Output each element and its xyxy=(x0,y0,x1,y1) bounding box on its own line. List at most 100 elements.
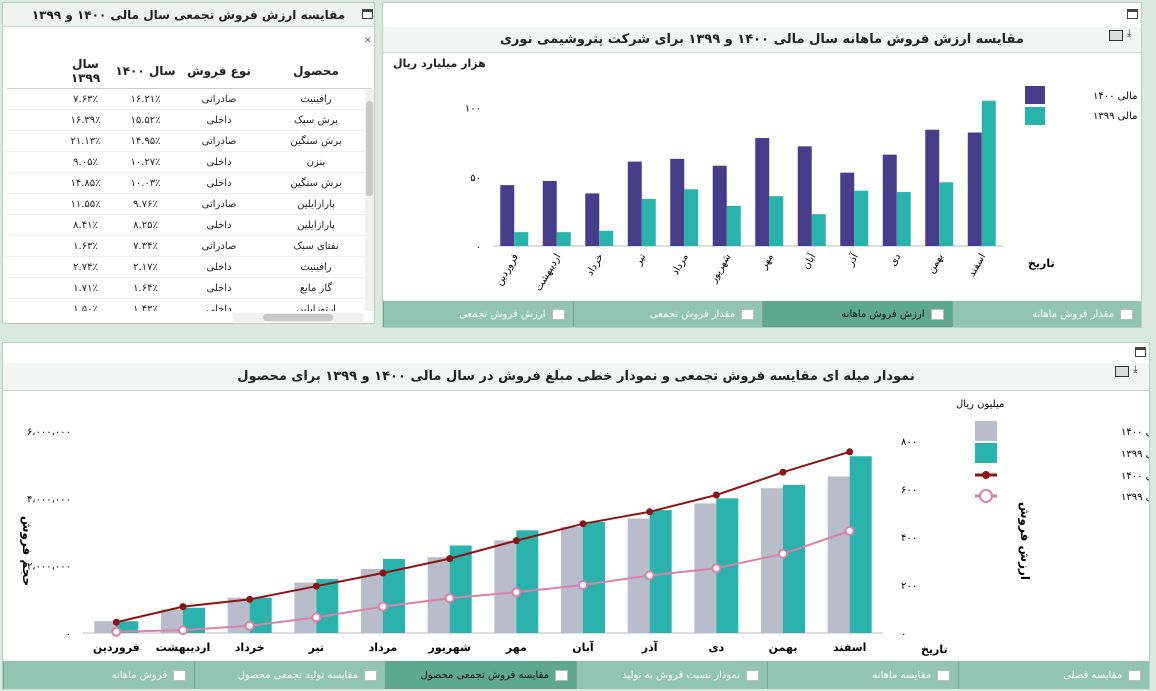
unit-label: هزار میلیارد ریال xyxy=(393,57,486,70)
line-value-1400 xyxy=(116,450,850,624)
cumulative-chart: ۰ ۲،۰۰۰،۰۰۰ ۴،۰۰۰،۰۰۰ ۶،۰۰۰،۰۰۰ ۰ ۲۰۰ ۴۰۰ ۶۰۰ ۸۰… xyxy=(19,399,1149,656)
bar-1399 xyxy=(854,190,869,246)
table-row[interactable]: بنزن داخلی ۱۰.۲۷٪ ۹.۰۵٪ xyxy=(7,152,372,173)
table-row[interactable]: نفتای سبک صادراتی ۷.۳۴٪ ۱.۶۳٪ xyxy=(7,236,372,257)
col-header-1400[interactable]: سال ۱۴۰۰ xyxy=(115,63,176,78)
line-chart-icon xyxy=(741,308,754,320)
grid-icon xyxy=(1128,669,1141,681)
tab-monthly-quantity[interactable]: مقدار فروش ماهانه xyxy=(951,301,1141,327)
cell-1400: ۱۵.۵۲٪ xyxy=(130,114,161,126)
point-value-1399 xyxy=(511,587,522,598)
cell-1399: ۲.۷۴٪ xyxy=(73,261,98,273)
point-value-1399 xyxy=(244,620,255,631)
tab-sales-production-ratio[interactable]: نمودار نسبت فروش به تولید xyxy=(576,661,767,689)
line-value-1399 xyxy=(116,530,850,633)
horizontal-scrollbar[interactable] xyxy=(233,313,363,322)
tab-seasonal-compare[interactable]: مقایسه فصلی xyxy=(958,661,1149,689)
point-value-1400 xyxy=(112,618,120,626)
col-header-1399[interactable]: سال ۱۳۹۹ xyxy=(70,56,101,85)
x-tick-label: تیر xyxy=(308,641,324,654)
cell-sale-type: صادراتی xyxy=(201,135,237,147)
right-y-tick-label: ۲۰۰ xyxy=(901,581,917,592)
tab-label: مقدار فروش ماهانه xyxy=(1032,308,1114,320)
table-row[interactable]: گاز مایع داخلی ۱.۶۴٪ ۱.۷۱٪ xyxy=(7,278,372,299)
point-value-1399 xyxy=(178,625,188,636)
point-value-1399 xyxy=(644,570,655,581)
table-row[interactable]: رافینیت صادراتی ۱۶.۲۱٪ ۷.۶۳٪ xyxy=(7,89,372,110)
x-tick-label: فروردین xyxy=(93,641,140,654)
cell-1399: ۹.۰۵٪ xyxy=(73,156,98,168)
tab-monthly-compare[interactable]: مقایسه ماهانه xyxy=(767,661,958,689)
bar-1400 xyxy=(755,138,770,246)
legend-swatch-1400 xyxy=(1025,86,1045,104)
tab-cumulative-value[interactable]: ارزش فروش تجمعی xyxy=(383,301,573,327)
maximize-icon[interactable] xyxy=(1127,9,1138,19)
vertical-scrollbar[interactable] xyxy=(365,89,374,311)
tab-monthly-value[interactable]: ارزش فروش ماهانه xyxy=(762,301,952,327)
bar-volume-1400 xyxy=(427,557,450,633)
y-tick-label: ۱۰۰ xyxy=(465,104,481,115)
cell-sale-type: صادراتی xyxy=(201,240,237,252)
x-tick-label: خرداد xyxy=(235,641,265,654)
bar-1399 xyxy=(811,214,826,246)
line-chart-icon xyxy=(173,669,186,681)
x-tick-label: آبان xyxy=(572,640,594,654)
cell-1399: ۸.۴۱٪ xyxy=(73,219,98,231)
bar-1400 xyxy=(840,172,855,246)
cell-1400: ۲.۱۷٪ xyxy=(133,261,158,273)
point-value-1399 xyxy=(311,612,322,623)
maximize-icon[interactable] xyxy=(362,9,373,19)
tab-cumulative-sales-compare[interactable]: مقایسه فروش تجمعی محصول xyxy=(385,661,576,689)
table-row[interactable]: پارازایلین صادراتی ۹.۷۶٪ ۱۱.۵۵٪ xyxy=(7,194,372,215)
point-value-1400 xyxy=(712,491,720,499)
legend-label-1400: سال مالی ۱۴۰۰ xyxy=(1093,91,1141,102)
tab-cumulative-quantity[interactable]: مقدار فروش تجمعی xyxy=(572,301,762,327)
bar-volume-1399 xyxy=(649,510,672,633)
x-tick-label: فروردین xyxy=(494,252,521,288)
col-header-product[interactable]: محصول xyxy=(293,63,339,78)
grid-icon xyxy=(937,669,950,681)
cell-product: برش سنگین xyxy=(290,135,342,147)
point-value-1400 xyxy=(846,448,854,456)
cell-1399: ۷.۶۳٪ xyxy=(73,93,98,105)
export-icon[interactable]: ⤓ xyxy=(1127,28,1132,39)
export-icon[interactable]: ⤓ xyxy=(1133,364,1138,375)
tab-monthly-sales[interactable]: فروش ماهانه xyxy=(3,661,194,689)
table-row[interactable]: ارتوزایلین داخلی ۱.۴۳٪ ۱.۵۰٪ xyxy=(7,299,372,312)
x-tick-label: آبان xyxy=(799,250,819,271)
close-filter-icon[interactable]: ✕ xyxy=(364,36,372,46)
point-value-1399 xyxy=(378,601,388,612)
cell-1399: ۱.۷۱٪ xyxy=(73,282,98,294)
table-row[interactable]: برش سبک داخلی ۱۵.۵۲٪ ۱۶.۳۹٪ xyxy=(7,110,372,131)
maximize-icon[interactable] xyxy=(1135,347,1146,357)
x-tick-label: شهریور xyxy=(428,641,471,654)
cell-sale-type: داخلی xyxy=(206,156,232,168)
bar-volume-1400 xyxy=(94,621,117,633)
col-header-sale-type[interactable]: نوع فروش xyxy=(187,63,251,78)
print-icon[interactable] xyxy=(1109,30,1123,41)
bar-chart-icon xyxy=(1120,308,1133,320)
point-value-1400 xyxy=(446,555,454,563)
cell-1399: ۱۴.۸۵٪ xyxy=(70,177,101,189)
bar-volume-1399 xyxy=(783,484,805,633)
table-row[interactable]: برش سنگین صادراتی ۱۴.۹۵٪ ۲۱.۱۳٪ xyxy=(7,131,372,152)
point-value-1399 xyxy=(844,526,855,536)
cell-product: بنزن xyxy=(306,156,326,168)
tab-label: مقدار فروش تجمعی xyxy=(649,308,735,320)
table-row[interactable]: برش سنگین داخلی ۱۰.۰۳٪ ۱۴.۸۵٪ xyxy=(7,173,372,194)
tab-cumulative-production-compare[interactable]: مقایسه تولید تجمعی محصول xyxy=(194,661,385,689)
print-icon[interactable] xyxy=(1115,366,1129,377)
cell-1400: ۱۶.۲۱٪ xyxy=(130,93,161,105)
tab-label: نمودار نسبت فروش به تولید xyxy=(622,669,740,681)
point-value-1399 xyxy=(111,626,122,637)
point-value-1399 xyxy=(444,593,455,604)
legend-marker-value-1400 xyxy=(982,471,990,479)
bar-volume-1400 xyxy=(694,503,717,633)
right-unit-label: میلیون ریال xyxy=(956,399,1004,410)
cell-product: ارتوزایلین xyxy=(296,303,336,312)
tab-label: ارزش فروش ماهانه xyxy=(841,308,925,320)
table-row[interactable]: رافینیت داخلی ۲.۱۷٪ ۲.۷۴٪ xyxy=(7,257,372,278)
right-y-tick-label: ۶۰۰ xyxy=(901,485,917,496)
table-row[interactable]: پارازایلین داخلی ۸.۲۵٪ ۸.۴۱٪ xyxy=(7,215,372,236)
cell-product: گاز مایع xyxy=(299,282,333,294)
